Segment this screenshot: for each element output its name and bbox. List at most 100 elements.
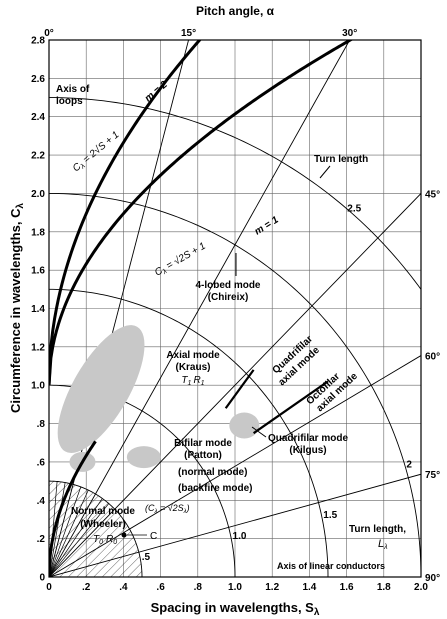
m1-formula-tail: + 1 — [187, 241, 207, 259]
nm-formula-sub: λ — [154, 509, 158, 515]
y-tick-labels: 0 .2 .4 .6 .8 1.0 1.2 1.4 1.6 1.8 2.0 2.2 2.4 2.6 2.8 — [31, 36, 45, 584]
axial-mode-tr: T1 R1 — [181, 375, 204, 387]
axis-of-loops-label: Axis of — [56, 84, 90, 95]
turn-length-label: 1.5 — [323, 510, 337, 521]
mode-curves — [49, 40, 354, 577]
y-tick-label: 2.2 — [31, 151, 45, 162]
y-tick-label: 1.6 — [31, 266, 45, 277]
top-tick-label: 0° — [44, 28, 54, 39]
quadrifilar-mode-arrow — [251, 426, 267, 438]
normal-mode-formula: (Cλ = √2Sλ) — [145, 503, 190, 515]
x-tick-label: 1.4 — [302, 582, 316, 593]
normal-mode-curve — [49, 440, 97, 577]
axis-of-loops-label-2: loops — [56, 96, 83, 107]
nm-formula-sub2: λ — [183, 509, 187, 515]
x-axis-title-text: Spacing in wavelengths, S — [151, 600, 315, 615]
y-tick-label: .6 — [37, 457, 46, 468]
normal-r: R — [106, 534, 113, 545]
nm-formula-tail: = √2S — [157, 503, 183, 513]
y-tick-label: 1.4 — [31, 304, 45, 315]
curve-m2-formula: Cλ = 2√S + 1 — [70, 129, 122, 175]
x-axis-title: Spacing in wavelengths, Sλ — [151, 600, 320, 618]
axial-mode-sub: (Kraus) — [175, 362, 210, 373]
pitch-angle-ray-short — [49, 482, 66, 577]
axis-linear-conductors-label: Axis of linear conductors — [277, 561, 385, 571]
turn-length-right-sub: λ — [383, 544, 388, 551]
pitch-angle-ray-short — [49, 486, 82, 577]
nm-formula-close: ) — [186, 503, 190, 513]
turn-length-label: .5 — [142, 552, 151, 563]
axial-r-sub: 1 — [201, 380, 205, 387]
right-tick-label: 60° — [425, 352, 440, 363]
top-axis-title: Pitch angle, α — [196, 4, 275, 18]
axial-t-sub: 1 — [188, 380, 192, 387]
point-c-marker — [121, 532, 127, 538]
axial-mode-region — [57, 325, 145, 453]
quadrifilar-axis-arrow — [224, 369, 255, 409]
x-tick-label: 1.8 — [377, 582, 391, 593]
x-tick-labels: 0 .2 .4 .6 .8 1.0 1.2 1.4 1.6 1.8 2.0 — [46, 582, 428, 593]
y-tick-label: .2 — [37, 534, 46, 545]
top-tick-label: 15° — [181, 28, 196, 39]
normal-r-sub: 0 — [113, 539, 117, 546]
four-lobed-label: 4-lobed mode — [195, 280, 260, 291]
m2-formula-sub: λ — [79, 162, 87, 171]
right-tick-labels: 45° 60° 75° 90° — [425, 189, 440, 584]
turn-length-right-label: Turn length, — [349, 524, 406, 535]
axial-mode-label: Axial mode — [166, 350, 220, 361]
bifilar-mode-label: Bifilar mode — [174, 438, 232, 449]
right-tick-label: 45° — [425, 189, 440, 200]
mode-regions — [57, 325, 260, 472]
y-tick-label: 2.6 — [31, 74, 45, 85]
pitch-angle-ray — [49, 40, 189, 577]
pitch-angle-ray — [49, 473, 421, 577]
y-axis-title-sub: λ — [15, 203, 26, 209]
normal-mode-paren: (normal mode) — [178, 467, 247, 478]
annotations: Axis of loops m = 2 m = 1 Cλ = 2√S + 1 C… — [56, 79, 406, 571]
curve-m1 — [49, 40, 354, 386]
normal-t-sub: 0 — [99, 539, 103, 546]
x-tick-label: 1.0 — [228, 582, 242, 593]
pitch-angle-rays — [49, 40, 421, 577]
axial-r: R — [193, 375, 200, 386]
bifilar-mode-sub: (Patton) — [184, 450, 222, 461]
x-tick-label: 1.6 — [340, 582, 354, 593]
m1-formula-sub: λ — [161, 268, 169, 277]
y-tick-label: 2.0 — [31, 189, 45, 200]
axial-t: T — [181, 375, 188, 386]
pitch-angle-ray — [49, 355, 421, 577]
x-tick-label: .2 — [82, 582, 91, 593]
top-tick-label: 30° — [342, 28, 357, 39]
y-tick-label: 2.4 — [31, 112, 45, 123]
turn-length-labels: .5 1.0 1.5 2 2.5 — [142, 203, 413, 563]
four-lobed-label-2: (Chireix) — [208, 292, 249, 303]
pitch-angle-ray — [49, 40, 351, 577]
pitch-angle-ray — [49, 193, 421, 577]
turn-length-label: 1.0 — [233, 531, 247, 542]
quadrifilar-mode-sub: (Kilgus) — [289, 445, 326, 456]
pitch-angle-ray-short — [49, 503, 110, 577]
top-tick-labels: 0° 15° 30° — [44, 28, 357, 39]
backfire-mode-paren: (backfire mode) — [178, 483, 252, 494]
grid-layer — [49, 40, 421, 577]
octofilar-axis-arrow — [252, 380, 329, 435]
normal-mode-sub: (Wheeler) — [80, 519, 126, 530]
x-tick-label: 1.2 — [265, 582, 279, 593]
x-tick-label: 0 — [46, 582, 52, 593]
y-tick-label: 2.8 — [31, 36, 45, 47]
quadrifilar-mode-region — [229, 412, 260, 439]
y-axis-title-text: Circumference in wavelengths, C — [8, 208, 23, 413]
y-axis-title: Circumference in wavelengths, Cλ — [8, 203, 26, 413]
right-tick-label: 90° — [425, 573, 440, 584]
pitch-angle-ray-short — [49, 489, 89, 577]
turn-length-top-arrow — [319, 165, 331, 179]
x-axis-title-sub: λ — [314, 607, 320, 618]
y-tick-label: .8 — [37, 419, 46, 430]
nm-formula-c: (C — [145, 503, 155, 513]
m1-label: m = 1 — [253, 214, 281, 237]
y-tick-label: 0 — [39, 573, 45, 584]
right-tick-label: 75° — [425, 470, 440, 481]
y-tick-label: 1.2 — [31, 342, 45, 353]
y-tick-label: 1.8 — [31, 227, 45, 238]
